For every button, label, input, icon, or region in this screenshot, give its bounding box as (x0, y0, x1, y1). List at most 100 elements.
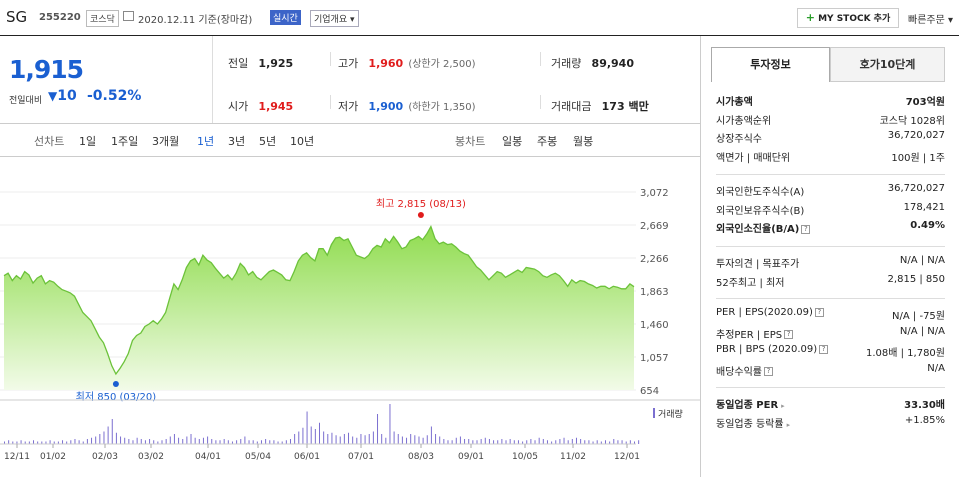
period-tab[interactable]: 1주일 (111, 135, 139, 148)
volume-bar (575, 437, 577, 444)
volume-bar (538, 437, 540, 444)
help-icon[interactable]: ? (819, 344, 829, 354)
x-tick-label: 01/02 (40, 452, 66, 462)
volume-bar (617, 440, 619, 444)
invest-info-row: 상장주식수 36,720,027 (716, 130, 945, 145)
volume-bar (319, 422, 320, 444)
period-tab[interactable]: 3개월 (152, 135, 180, 148)
change-value: ▼10 (48, 88, 77, 104)
volume-bar (555, 440, 557, 444)
volume-bar (298, 431, 300, 444)
period-tab-selected[interactable]: 1년 (197, 135, 215, 148)
volume-bar (82, 441, 84, 444)
high-value: 1,960 (368, 57, 404, 70)
volume-bar (165, 439, 167, 444)
volume-bar (149, 439, 151, 444)
company-info-dropdown[interactable]: 기업개요 ▾ (310, 10, 359, 27)
invest-info-value: 36,720,027 (887, 130, 945, 141)
change-percent: -0.52% (87, 88, 142, 104)
x-tick-label: 12/11 (4, 452, 30, 462)
volume-bar (211, 439, 213, 444)
volume-bar (497, 440, 499, 444)
volume-bar (37, 441, 39, 444)
expand-arrow-icon[interactable]: ▸ (781, 402, 785, 410)
panel-divider (700, 36, 701, 477)
volume-bar (459, 436, 461, 444)
invest-info-label: 시가총액순위 (716, 115, 772, 127)
invest-info-value: 100원 | 1주 (891, 152, 945, 164)
volume-bar (389, 404, 391, 444)
period-tab[interactable]: 10년 (290, 135, 315, 148)
invest-info-label-wrap: 상장주식수 (716, 130, 762, 145)
invest-info-row: 외국인소진율(B/A)? 0.49% (716, 220, 945, 235)
y-tick-label: 2,266 (640, 254, 669, 265)
volume-bar (563, 437, 565, 444)
invest-info-label-wrap: 52주최고 | 최저 (716, 274, 784, 289)
x-tick-label: 07/01 (348, 452, 374, 462)
volume-bar (455, 437, 457, 444)
volume-bar (4, 441, 5, 444)
chevron-down-icon: ▾ (948, 15, 954, 26)
volume-bar (327, 434, 329, 444)
volume-bar (501, 439, 503, 444)
volume-bar (430, 426, 432, 444)
help-icon[interactable]: ? (784, 330, 794, 339)
volume-bar (20, 440, 22, 444)
low-label: 저가 (338, 100, 359, 113)
quick-order-dropdown[interactable]: 빠른주문 ▾ (908, 11, 953, 26)
tab-orderbook[interactable]: 호가10단계 (830, 47, 945, 82)
x-tick-label: 02/03 (92, 452, 118, 462)
volume-bar (426, 435, 428, 444)
volume-bar (86, 439, 88, 444)
invest-info-row: 외국인한도주식수(A) 36,720,027 (716, 183, 945, 198)
volume-bar (588, 440, 590, 444)
price-area-fill (4, 226, 634, 390)
volume-bar (530, 439, 532, 444)
volume-bar (621, 440, 623, 444)
help-icon[interactable]: ? (764, 367, 773, 376)
quick-order-label: 빠른주문 (908, 15, 945, 26)
invest-info-row: 외국인보유주식수(B) 178,421 (716, 202, 945, 217)
candle-tab[interactable]: 월봉 (573, 135, 594, 148)
candle-tab[interactable]: 주봉 (537, 135, 558, 148)
invest-info-label-wrap: 시가총액 (716, 93, 753, 108)
period-tab[interactable]: 1일 (79, 135, 97, 148)
invest-info-label-wrap: 추정PER | EPS? (716, 326, 794, 341)
invest-info-label-wrap: 동일업종 등락률 ▸ (716, 415, 790, 430)
volume-bar (173, 434, 175, 444)
period-tab[interactable]: 5년 (259, 135, 277, 148)
help-icon[interactable]: ? (801, 224, 811, 234)
plus-icon: + (805, 11, 815, 24)
volume-bar (310, 426, 312, 444)
x-tick-label: 11/02 (560, 452, 586, 462)
volume-bar (128, 439, 130, 444)
volume-bar (16, 441, 18, 444)
volume-label: 거래량 (551, 57, 582, 70)
sep (540, 95, 541, 109)
volume-bar (306, 411, 308, 444)
volume-bar (567, 440, 569, 444)
help-icon[interactable]: ? (814, 307, 824, 317)
period-tab[interactable]: 3년 (228, 135, 246, 148)
invest-info-row: PER | EPS(2020.09)? N/A | -75원 (716, 307, 945, 322)
volume-bar (323, 431, 325, 444)
invest-info-label-wrap: 외국인소진율(B/A)? (716, 220, 811, 235)
volume-bar (260, 440, 262, 444)
realtime-button[interactable]: 실시간 (270, 10, 301, 25)
candle-tab[interactable]: 일봉 (502, 135, 523, 148)
volume-bar (526, 440, 528, 444)
expand-arrow-icon[interactable]: ▸ (786, 420, 791, 429)
volume-bar (401, 436, 403, 444)
invest-info-value: N/A (927, 362, 945, 374)
x-tick-label: 10/05 (512, 452, 538, 462)
invest-info-value: +1.85% (904, 414, 945, 426)
my-stock-add-button[interactable]: + MY STOCK 추가 (797, 8, 899, 28)
candle-chart-label: 봉차트 (455, 135, 486, 148)
volume-bar (265, 439, 267, 444)
amount-label: 거래대금 (551, 100, 592, 113)
low-value: 1,900 (368, 100, 404, 113)
volume-bar (625, 441, 627, 444)
tab-invest-info[interactable]: 투자정보 (711, 47, 830, 82)
volume: 거래량 89,940 (551, 52, 634, 71)
volume-bar (596, 440, 598, 444)
